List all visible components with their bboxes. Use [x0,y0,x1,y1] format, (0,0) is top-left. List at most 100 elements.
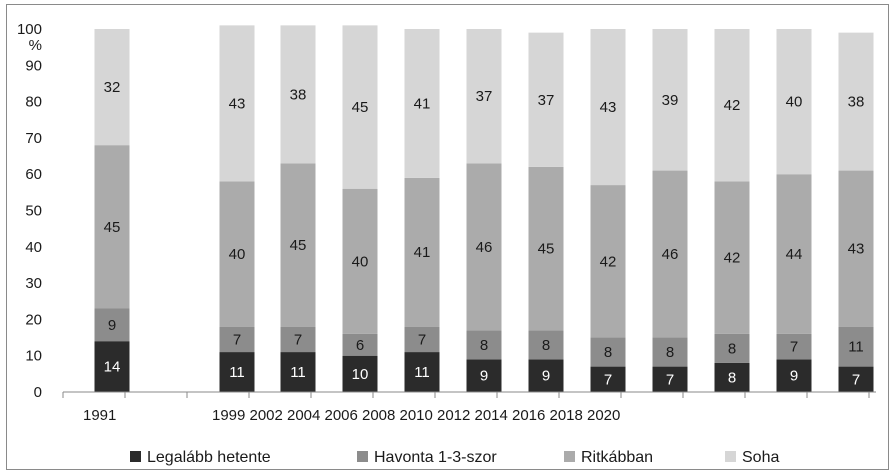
bar-segment [280,163,316,327]
data-label: 7 [852,371,860,388]
bar-segment [404,177,440,327]
bars: 14 9 45 32 11 7 40 43 11 7 45 38 10 6 40 45 11 7 41 41 9 8 46 3… [94,25,874,392]
bar-segment [342,25,378,189]
bar-segment [466,359,502,392]
x-tick-label: 2012 [437,407,470,424]
data-label: 9 [480,368,488,385]
bar-segment [466,29,502,164]
x-axis: 1991 1999 2002 2004 2006 2008 2010 2012 2014 2016… [62,391,876,424]
bar-segment [219,352,255,392]
data-label: 9 [542,368,550,385]
bar-segment [528,32,564,167]
y-tick-label: 90 [25,57,42,74]
bar-segment [714,181,750,334]
x-tick-label: 2008 [362,407,395,424]
bar-segment [342,188,378,334]
y-tick-label: 50 [25,203,42,220]
data-label: 9 [790,368,798,385]
data-label: 37 [476,88,493,105]
data-label: 7 [418,331,426,348]
legend-label: Havonta 1-3-szor [374,449,497,466]
legend-swatch [130,451,141,462]
x-tick-label: 2014 [475,407,508,424]
bar-segment [838,32,874,171]
bar-segment [342,355,378,392]
bar-segment [776,29,812,175]
data-label: 42 [600,253,617,270]
x-tick-label: 2006 [325,407,358,424]
bar-segment [590,337,626,367]
bar-segment [714,333,750,363]
bar-segment [94,29,130,146]
x-tick-label: 2020 [587,407,620,424]
y-tick-label: 80 [25,94,42,111]
bar-segment [280,326,316,353]
data-label: 9 [108,317,116,334]
data-label: 8 [604,344,612,361]
bar-segment [652,366,688,392]
legend-swatch [725,451,736,462]
data-label: 43 [848,241,865,258]
legend-label: Legalább hetente [147,449,271,466]
bar-segment [714,362,750,392]
y-tick-label: 10 [25,348,42,365]
bar-segment [776,359,812,392]
bar-segment [466,163,502,331]
data-label: 7 [790,339,798,356]
data-label: 32 [104,79,121,96]
data-label: 38 [848,94,865,111]
bar-segment [404,326,440,353]
x-tick-label: 1991 [83,407,116,424]
data-label: 14 [104,359,121,376]
bar-segment [466,330,502,360]
data-label: 42 [724,97,741,114]
data-label: 11 [290,364,306,381]
data-label: 8 [728,340,736,357]
bar-segment [404,352,440,392]
bar-segment [652,29,688,171]
data-label: 37 [538,92,555,109]
bar-segment [219,181,255,327]
legend-swatch [564,451,575,462]
bar-segment [342,333,378,356]
legend: Legalább hetente Havonta 1-3-szor Ritkábba… [130,449,779,466]
y-unit-label: % [29,37,42,54]
x-tick-label: 1999 [212,407,245,424]
bar-segment [714,29,750,182]
y-tick-label: 60 [25,166,42,183]
x-tick-label: 2004 [287,407,320,424]
bar-segment [528,359,564,392]
data-label: 41 [414,95,431,112]
data-label: 38 [290,86,307,103]
bar-segment [590,29,626,186]
data-label: 45 [352,99,369,116]
bar-segment [590,366,626,392]
data-label: 11 [229,364,245,381]
data-label: 40 [229,246,246,263]
data-label: 10 [352,366,369,383]
data-label: 11 [848,339,864,356]
legend-swatch [357,451,368,462]
bar-segment [776,333,812,360]
bar-segment [838,170,874,327]
y-tick-label: 20 [25,311,42,328]
data-label: 45 [290,237,307,254]
data-label: 46 [476,239,493,256]
x-tick-label: 2010 [400,407,433,424]
data-label: 43 [600,99,617,116]
bar-segment [652,337,688,367]
bar-segment [280,352,316,392]
data-label: 40 [352,253,369,270]
data-label: 6 [356,337,364,354]
bar-segment [590,185,626,338]
bar-segment [528,166,564,331]
legend-label: Soha [742,449,779,466]
bar-segment [652,170,688,338]
bar-segment [219,326,255,353]
bar-segment [838,366,874,392]
data-label: 41 [414,244,431,261]
data-label: 39 [662,92,679,109]
data-label: 46 [662,246,679,263]
data-label: 45 [104,219,121,236]
data-label: 7 [294,331,302,348]
